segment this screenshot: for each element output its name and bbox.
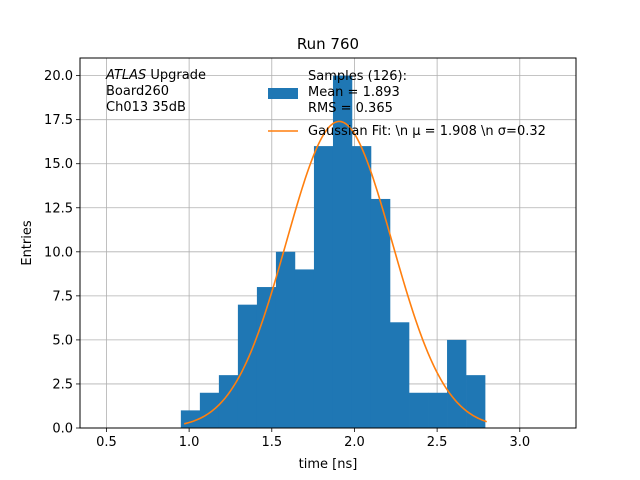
legend-hist-label: Mean = 1.893 [308,85,400,100]
y-tick-label: 17.5 [44,113,73,128]
x-axis-label: time [ns] [299,457,358,472]
annotation-italic: ATLAS [105,68,146,83]
annotation-text: Board260 [106,84,169,99]
x-tick-label: 1.0 [179,435,200,450]
atlas-annotation: ATLAS Upgrade Board260 Ch013 35dB [105,68,206,115]
legend-hist-swatch [268,88,298,99]
x-tick-label: 2.0 [344,435,365,450]
chart-title: Run 760 [297,35,359,53]
axis-ticks: 0.5 1.0 1.5 2.0 2.5 3.0 0.0 2.5 5.0 7.5 10.0 12.5 15… [44,69,530,450]
y-tick-label: 15.0 [44,157,73,172]
x-tick-label: 2.5 [427,435,448,450]
gaussian-fit-line [183,120,487,425]
annotation-line: Board260 [106,84,169,99]
legend-hist-label: RMS = 0.365 [308,101,393,116]
histogram-bar [275,251,296,428]
histogram-bar [313,146,334,428]
plot-frame [79,57,577,429]
y-tick-label: 12.5 [44,201,73,216]
annotation-text: Upgrade [146,68,206,83]
y-tick-label: 20.0 [44,69,73,84]
histogram-bar [428,392,448,428]
y-tick-label: 7.5 [52,289,73,304]
histogram-bar [332,75,353,428]
gaussian-fit [183,120,487,425]
y-tick-label: 10.0 [44,245,73,260]
histogram-bar [370,198,391,428]
x-tick-label: 3.0 [509,435,530,450]
histogram-bars [180,75,486,428]
legend: Samples (126): Mean = 1.893 RMS = 0.365 G… [268,69,546,139]
x-tick-label: 1.5 [261,435,282,450]
annotation-line: Ch013 35dB [106,100,186,115]
histogram-bar [237,304,258,428]
y-tick-label: 2.5 [52,377,73,392]
legend-fit-label: Gaussian Fit: \n μ = 1.908 \n σ=0.32 [308,124,546,139]
y-tick-label: 0.0 [52,422,73,437]
legend-hist-label: Samples (126): [308,69,407,84]
y-axis-label: Entries [20,220,35,266]
histogram-bar [390,322,410,428]
y-tick-label: 5.0 [52,333,73,348]
histogram-bar [199,392,220,428]
histogram-bar [409,392,429,428]
histogram-bar [294,269,315,428]
histogram-bar [218,375,239,428]
x-tick-label: 0.5 [96,435,117,450]
histogram-bar [447,339,467,428]
annotation-line: ATLAS Upgrade [105,68,206,83]
histogram-bar [351,146,372,428]
annotation-text: Ch013 35dB [106,100,186,115]
